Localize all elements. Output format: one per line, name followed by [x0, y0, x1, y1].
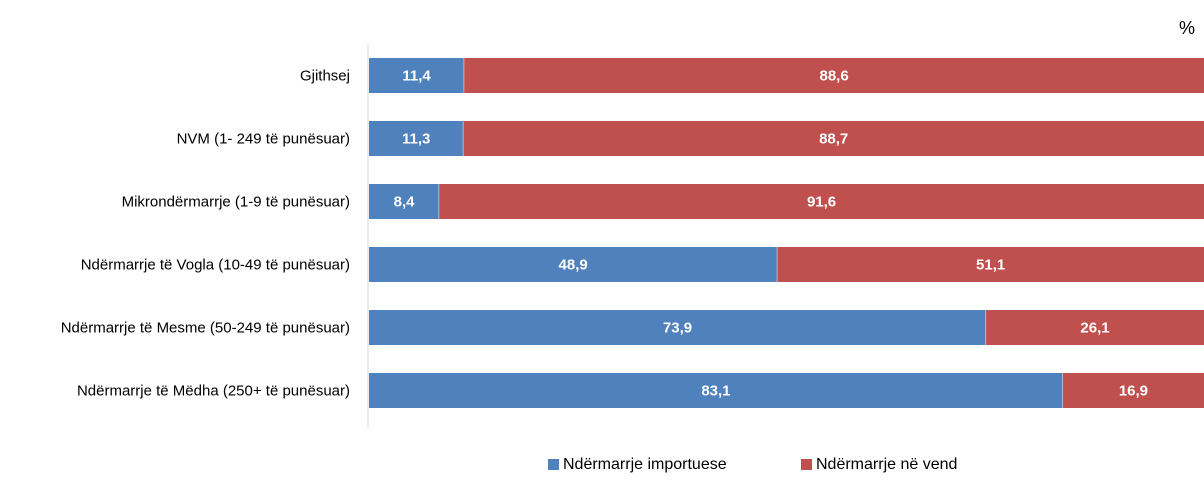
bar-segments: [369, 58, 1204, 408]
category-label: Ndërmarrje të Mëdha (250+ të punësuar): [77, 383, 350, 400]
bar-segment-domestic: [986, 310, 1204, 345]
data-labels: 11,4 88,6 11,3 88,7 8,4 91,6 48,9 51,1 73,9 26,1 8…: [394, 68, 1148, 400]
legend-swatch: [548, 459, 559, 470]
legend-label: Ndërmarrje në vend: [816, 456, 957, 473]
data-label: 83,1: [701, 383, 730, 400]
bar-segment-importing: [369, 121, 464, 156]
bar-segment-importing: [369, 58, 465, 93]
bar-segment-domestic: [777, 247, 1204, 282]
bar-segment-importing: [369, 373, 1063, 408]
category-label: Mikrondërmarrje (1-9 të punësuar): [122, 194, 350, 211]
data-label: 26,1: [1080, 320, 1109, 337]
bar-segment-importing: [369, 247, 778, 282]
category-labels: Gjithsej NVM (1- 249 të punësuar) Mikrondë…: [61, 68, 350, 400]
data-label: 11,4: [402, 68, 431, 85]
bar-segment-domestic: [464, 58, 1204, 93]
data-label: 11,3: [402, 131, 430, 148]
data-label: 8,4: [394, 194, 416, 211]
data-label: 48,9: [559, 257, 588, 274]
unit-label: %: [1179, 18, 1195, 38]
bar-segment-domestic: [1062, 373, 1204, 408]
category-label: NVM (1- 249 të punësuar): [177, 131, 350, 148]
category-label: Ndërmarrje të Mesme (50-249 të punësuar): [61, 320, 350, 337]
bar-segment-importing: [369, 184, 440, 219]
data-label: 16,9: [1119, 383, 1148, 400]
legend-swatch: [801, 459, 812, 470]
data-label: 91,6: [807, 194, 836, 211]
bar-segment-domestic: [463, 121, 1204, 156]
category-label: Ndërmarrje të Vogla (10-49 të punësuar): [81, 257, 350, 274]
data-label: 51,1: [976, 257, 1005, 274]
bar-segment-domestic: [439, 184, 1204, 219]
data-label: 88,7: [819, 131, 848, 148]
data-label: 73,9: [663, 320, 692, 337]
data-label: 88,6: [819, 68, 848, 85]
legend: Ndërmarrje importuese Ndërmarrje në vend: [548, 456, 957, 473]
bar-segment-importing: [369, 310, 987, 345]
legend-label: Ndërmarrje importuese: [563, 456, 727, 473]
category-label: Gjithsej: [300, 68, 350, 85]
